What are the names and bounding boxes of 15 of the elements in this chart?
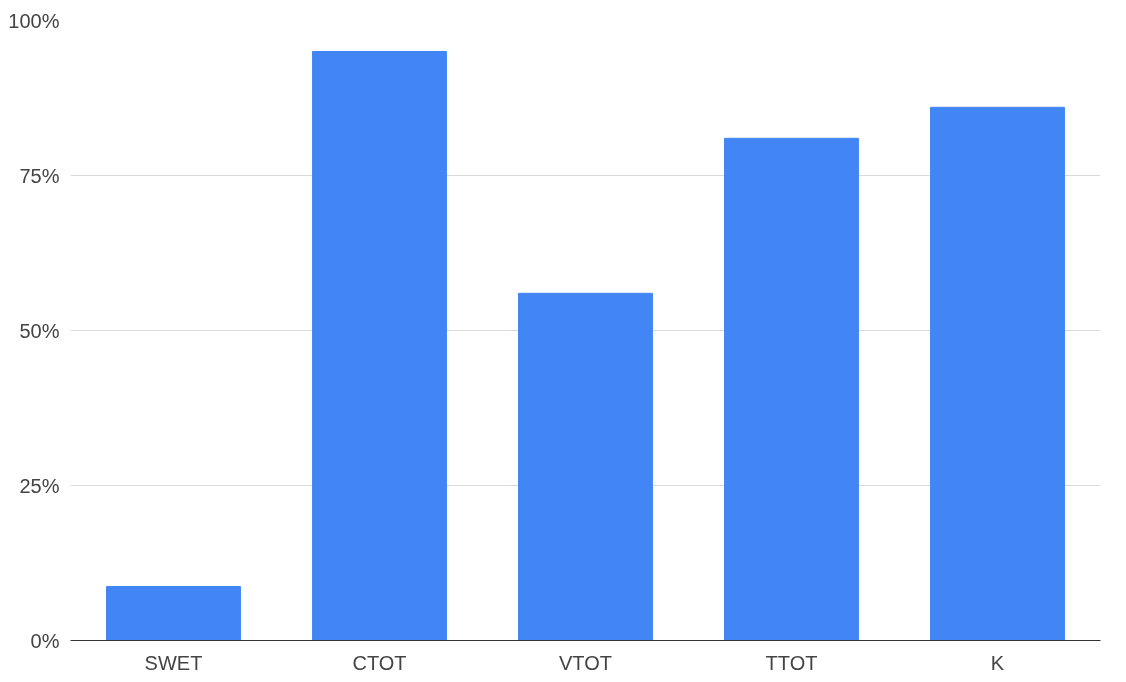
bar (724, 137, 859, 641)
bar (106, 586, 241, 641)
y-tick-label: 50% (19, 319, 60, 342)
y-tick-label: 25% (19, 474, 60, 497)
bar (518, 292, 653, 641)
x-tick-label: TTOT (765, 651, 818, 674)
x-tick-label: VTOT (559, 651, 612, 674)
y-tick-label: 100% (8, 9, 60, 32)
x-tick-label: CTOT (352, 651, 407, 674)
x-tick-label: SWET (144, 651, 203, 674)
x-tick-label: K (990, 651, 1005, 674)
y-tick-label: 75% (19, 164, 60, 187)
bar (312, 51, 447, 641)
bar (930, 106, 1065, 641)
y-tick-label: 0% (30, 629, 60, 652)
